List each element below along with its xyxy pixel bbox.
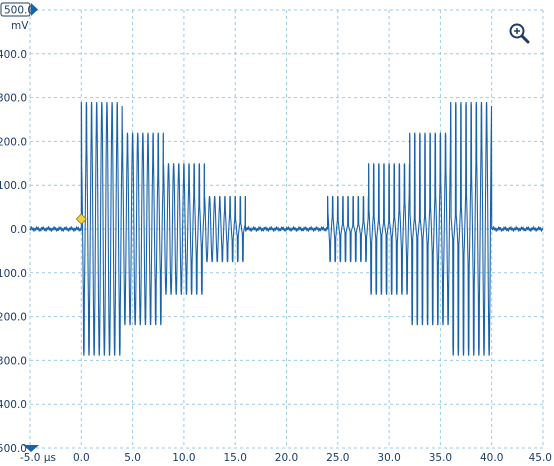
y-tick-label: 300.0 bbox=[0, 93, 27, 105]
triangle-right-icon[interactable] bbox=[31, 3, 38, 16]
x-tick-label: 30.0 bbox=[377, 452, 400, 464]
x-tick-label: 10.0 bbox=[172, 452, 195, 464]
channel-unit-label: mV bbox=[11, 20, 29, 32]
channel-range-control[interactable]: 500.0 bbox=[0, 2, 38, 17]
y-tick-label: -100.0 bbox=[0, 268, 27, 280]
signal-trace bbox=[29, 101, 544, 356]
y-tick-label: 100.0 bbox=[0, 180, 27, 192]
trigger-marker[interactable] bbox=[75, 213, 87, 225]
x-tick-label: -5.0 µs bbox=[20, 452, 56, 464]
triangle-down-icon[interactable] bbox=[23, 445, 39, 452]
x-tick-label: 15.0 bbox=[224, 452, 247, 464]
y-tick-label: -300.0 bbox=[0, 355, 27, 367]
y-tick-label: 400.0 bbox=[0, 49, 27, 61]
trace-line bbox=[29, 101, 544, 356]
y-tick-label: -200.0 bbox=[0, 312, 27, 324]
y-tick-label: 200.0 bbox=[0, 136, 27, 148]
zoom-button[interactable] bbox=[509, 23, 530, 44]
graticule-grid bbox=[29, 9, 544, 449]
x-tick-label: 35.0 bbox=[429, 452, 452, 464]
x-axis-tick-labels: -5.0 µs 0.0 5.0 10.0 15.0 20.0 25.0 30.0 35.0 40.… bbox=[20, 452, 552, 464]
x-tick-label: 25.0 bbox=[326, 452, 349, 464]
diamond-icon[interactable] bbox=[75, 213, 87, 225]
x-tick-label: 0.0 bbox=[73, 452, 90, 464]
channel-range-label: 500.0 bbox=[4, 5, 34, 17]
x-tick-label: 40.0 bbox=[480, 452, 503, 464]
y-tick-label: -500.0 bbox=[0, 443, 27, 455]
zoom-in-icon[interactable] bbox=[509, 23, 530, 44]
x-tick-label: 20.0 bbox=[275, 452, 298, 464]
x-tick-label: 45.0 bbox=[529, 452, 552, 464]
y-tick-label: 0.0 bbox=[10, 224, 27, 236]
y-axis-tick-labels: 400.0 300.0 200.0 100.0 0.0 -100.0 -200.0 -300.… bbox=[0, 49, 27, 455]
y-tick-label: -400.0 bbox=[0, 399, 27, 411]
x-tick-label: 5.0 bbox=[124, 452, 141, 464]
